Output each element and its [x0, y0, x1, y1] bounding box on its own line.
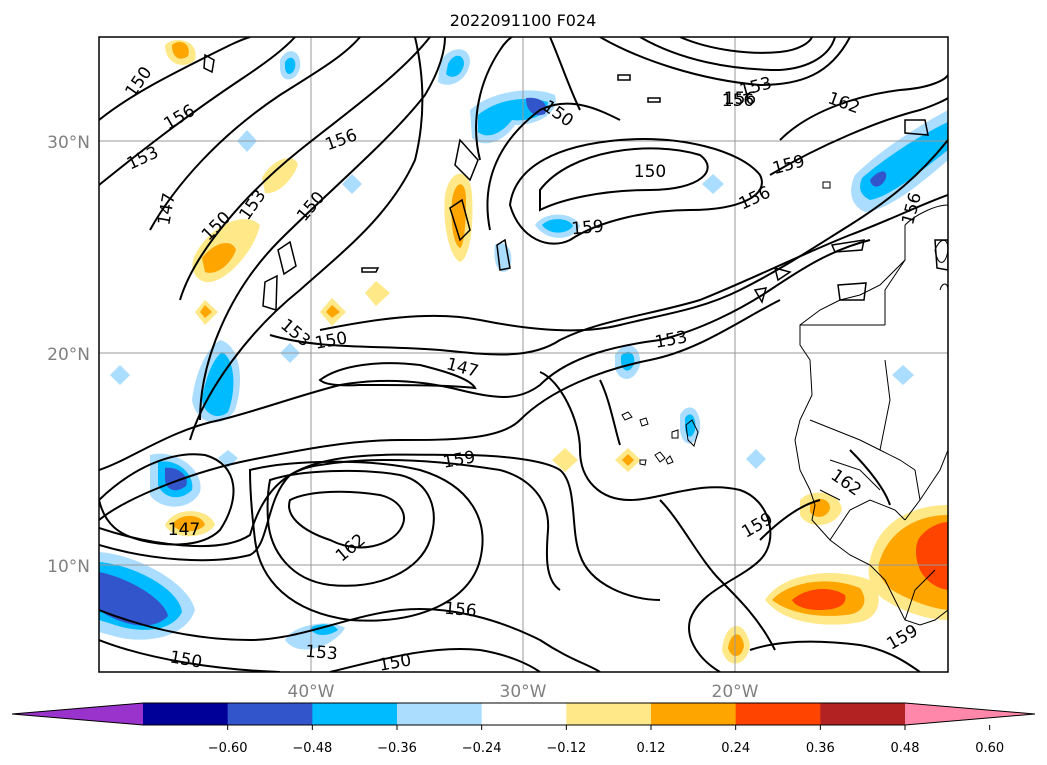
colorbar-extend-low — [12, 703, 143, 725]
neg-shading-area — [870, 171, 887, 187]
pos-shading-area — [262, 158, 298, 194]
colorbar-cell — [397, 703, 483, 725]
colorbar-cell — [735, 703, 821, 725]
pos-shading-area — [915, 522, 948, 590]
small-contours — [203, 53, 948, 312]
colorbar-tick-label: −0.48 — [292, 741, 332, 756]
contour-label: 150 — [634, 162, 666, 182]
neg-shading-area — [446, 55, 464, 77]
shading-layer — [99, 40, 948, 664]
neg-shading-area — [165, 467, 187, 491]
lon-label-40w: 40°W — [288, 682, 335, 702]
map-panel: 150 156 153 147 150 153 150 156 153 150 … — [98, 36, 949, 675]
map-title: 2022091100 F024 — [450, 11, 597, 30]
contour-lines — [99, 37, 948, 672]
neg-shading-area — [685, 414, 696, 437]
neg-shading-area — [892, 365, 914, 385]
contour-label: 159 — [571, 217, 605, 240]
colorbar-cell — [820, 703, 906, 725]
colorbar-cell — [566, 703, 652, 725]
colorbar-outline — [11, 702, 1036, 726]
neg-shading-area — [99, 572, 168, 626]
pos-shading-area — [552, 448, 578, 472]
pos-shading-area — [326, 305, 340, 318]
colorbar-tick-label: −0.12 — [546, 741, 586, 756]
contour-label: 156 — [722, 91, 754, 111]
gridlines — [99, 37, 948, 672]
pos-shading-area — [172, 42, 189, 59]
lon-label-30w: 30°W — [500, 682, 547, 702]
pos-shading-area — [365, 281, 390, 306]
colorbar-cell — [312, 703, 398, 725]
neg-shading-area — [310, 624, 338, 635]
pos-shading-area — [202, 243, 236, 273]
lat-label-30n: 30°N — [47, 133, 90, 153]
contour-label: 153 — [304, 642, 338, 665]
neg-shading-area — [702, 174, 724, 194]
contour-label: 156 — [443, 599, 477, 622]
neg-shading-area — [110, 365, 130, 385]
neg-shading-area — [202, 352, 234, 417]
colorbar-tick-label: 0.12 — [637, 741, 666, 756]
pos-shading-area — [810, 498, 830, 517]
colorbar-cell — [227, 703, 313, 725]
colorbar-tick-label: −0.24 — [462, 741, 502, 756]
colorbar-tick-label: −0.36 — [377, 741, 417, 756]
colorbar-tick-label: 0.24 — [721, 741, 750, 756]
neg-shading-area — [342, 174, 362, 194]
neg-shading-area — [526, 97, 547, 116]
neg-shading-area — [746, 449, 766, 469]
lat-label-20n: 20°N — [47, 345, 90, 365]
pos-shading-area — [172, 515, 205, 532]
colorbar-cell — [143, 703, 229, 725]
colorbar-tick-label: −0.60 — [208, 741, 248, 756]
pos-shading-area — [792, 588, 846, 610]
map-frame — [98, 36, 949, 673]
colorbar-tick-label: 0.60 — [975, 741, 1004, 756]
colorbar-extend-high — [905, 703, 1035, 725]
lat-labels: 30°N 20°N 10°N — [47, 133, 90, 577]
colorbar-tick-label: 0.36 — [806, 741, 835, 756]
pos-shading-area — [622, 454, 634, 466]
contour-label: 156 — [724, 89, 756, 109]
neg-shading-area — [285, 57, 296, 74]
lat-label-10n: 10°N — [47, 557, 90, 577]
contour-label: 147 — [168, 520, 200, 540]
islands — [621, 181, 831, 466]
lon-label-20w: 20°W — [712, 682, 759, 702]
colorbar: −0.60 −0.48 −0.36 −0.24 −0.12 0.12 0.24 0.36 0.4… — [11, 702, 1036, 756]
colorbar-tick-label: 0.48 — [891, 741, 920, 756]
lon-labels: 40°W 30°W 20°W — [288, 682, 759, 702]
neg-shading-area — [542, 219, 573, 233]
pos-shading-area — [200, 305, 212, 318]
colorbar-cell — [651, 703, 737, 725]
contour-label: 150 — [377, 650, 412, 675]
colorbar-cell — [481, 703, 567, 725]
neg-shading-area — [218, 450, 238, 468]
contour-label: 150 — [168, 647, 203, 672]
pos-shading-area — [728, 634, 744, 657]
